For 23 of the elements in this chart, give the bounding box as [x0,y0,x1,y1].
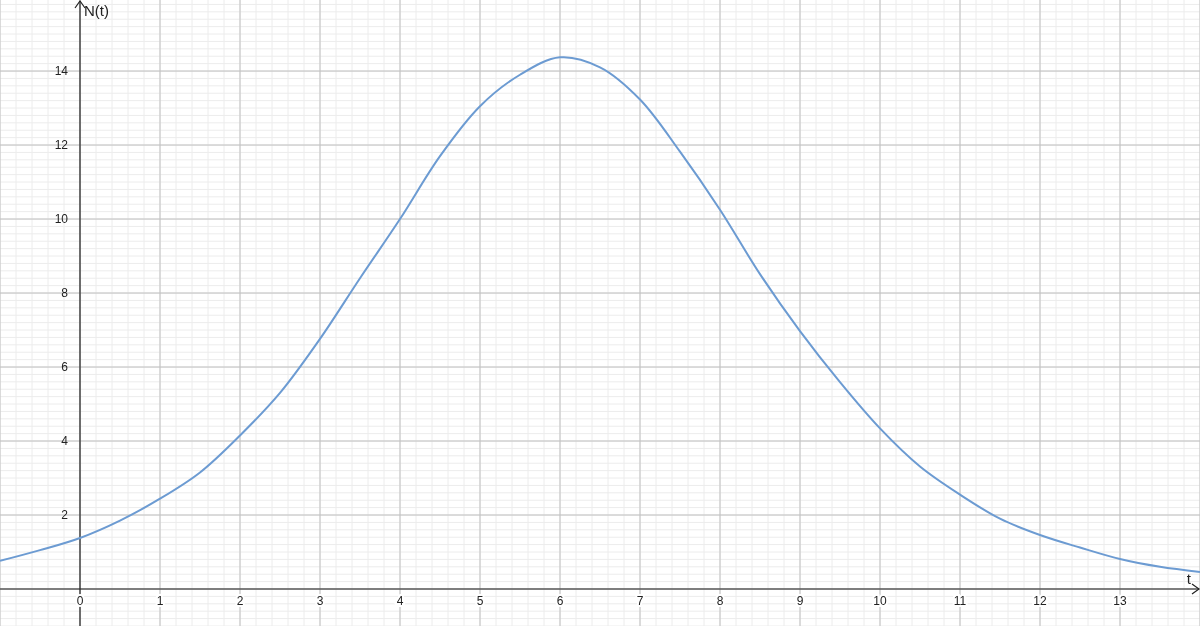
x-tick-label: 1 [156,594,164,608]
x-tick-label: 9 [796,594,804,608]
x-tick-label: 8 [716,594,724,608]
x-tick-label: 13 [1113,594,1127,608]
x-tick-label: 11 [953,594,967,608]
x-tick-label: 12 [1033,594,1047,608]
y-tick-label: 14 [54,64,69,79]
x-tick-label: 6 [556,594,564,608]
x-tick-label: 5 [476,594,484,608]
y-axis-title: N(t) [84,2,109,19]
x-tick-label: 3 [316,594,324,608]
x-axis-title: t [1186,570,1192,587]
x-tick-label: 2 [236,594,244,608]
line-series [0,56,1200,573]
y-tick-label: 8 [61,286,69,301]
y-tick-label: 6 [61,360,69,375]
y-tick-label: 10 [54,212,69,227]
y-tick-label: 4 [61,434,69,449]
x-tick-label: 10 [873,594,887,608]
y-tick-label: 2 [61,508,69,523]
y-tick-label: 12 [54,138,69,153]
x-tick-label: 7 [636,594,644,608]
x-tick-label: 4 [396,594,404,608]
